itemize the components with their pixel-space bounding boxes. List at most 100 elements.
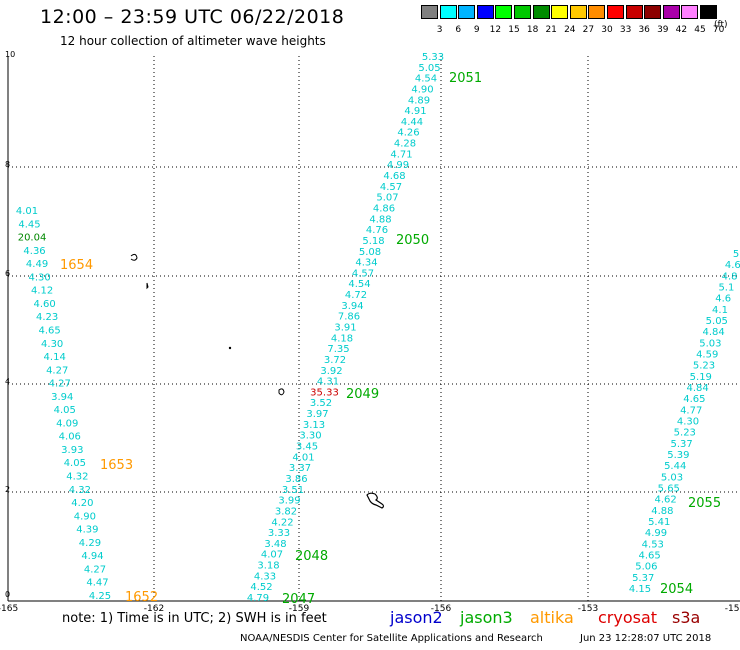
legend-swatch — [607, 5, 624, 19]
wave-height-value: 5.03 — [661, 472, 683, 483]
x-axis-tick-label: -159 — [289, 604, 310, 614]
wave-height-value: 4.60 — [33, 299, 55, 310]
wave-height-value: 3.33 — [268, 528, 290, 539]
satellite-cryosat: cryosat — [598, 608, 658, 627]
legend-tick-label: 9 — [473, 25, 480, 35]
legend-swatch — [662, 5, 680, 19]
wave-height-value: 4.6 — [725, 260, 740, 271]
legend-swatch — [588, 5, 606, 19]
pass-label-2047: 2047 — [282, 592, 315, 607]
wave-height-value: 3.45 — [296, 442, 318, 453]
wave-height-value: 4.65 — [39, 325, 61, 336]
legend-tick-label: 27 — [582, 25, 595, 35]
legend-tick-label: 3 — [436, 25, 443, 35]
wave-height-value: 4.25 — [89, 591, 111, 602]
wave-height-value: 5.05 — [418, 63, 440, 74]
wave-height-value: 5.06 — [635, 562, 657, 573]
wave-height-value: 3.97 — [306, 409, 328, 420]
wave-height-value: 4.27 — [49, 379, 71, 390]
wave-height-value: 4.27 — [46, 365, 68, 376]
wave-height-value: 4.71 — [390, 149, 412, 160]
wave-height-value: 4.20 — [71, 498, 93, 509]
wave-height-value: 5.08 — [359, 247, 381, 258]
pass-label-2048: 2048 — [295, 549, 328, 564]
legend-tick-label: 30 — [601, 25, 613, 35]
wave-height-value: 4.15 — [629, 584, 651, 595]
wave-height-value: 4.05 — [64, 458, 86, 469]
legend-tick-label: 42 — [675, 25, 688, 35]
pass-label-1652: 1652 — [125, 590, 158, 605]
x-axis-tick-label: -165 — [0, 604, 18, 614]
wave-height-value: 4.90 — [74, 511, 96, 522]
wave-height-value: 5.41 — [648, 517, 670, 528]
satellite-jason3: jason3 — [460, 608, 513, 627]
wave-height-value: 4.27 — [84, 564, 106, 575]
wave-height-value: 5.19 — [690, 372, 712, 383]
wave-height-value: 4.34 — [355, 258, 377, 269]
wave-height-value: 5 — [733, 249, 739, 260]
wave-height-value: 4.84 — [702, 327, 724, 338]
y-axis-tick-label: 0 — [5, 590, 10, 599]
legend-swatch — [681, 5, 699, 19]
wave-height-value: 5.37 — [632, 573, 654, 584]
wave-height-value: 5.44 — [664, 461, 686, 472]
wave-height-value: 4.05 — [54, 405, 76, 416]
wave-height-value: 5.1 — [718, 283, 734, 294]
wave-height-value: 4.23 — [36, 312, 58, 323]
wave-height-value: 3.92 — [320, 366, 342, 377]
wave-height-value: 4.65 — [638, 551, 660, 562]
wave-height-value: 4.57 — [352, 268, 374, 279]
wave-height-value: 3.13 — [303, 420, 325, 431]
legend-tick-label: 6 — [455, 25, 462, 35]
wave-height-value: 4.36 — [23, 246, 45, 257]
wave-height-value: 4.44 — [401, 117, 423, 128]
pass-label-1654: 1654 — [60, 258, 93, 273]
y-axis-tick-label: 2 — [5, 485, 10, 494]
legend-swatch — [514, 5, 531, 19]
island-outline — [146, 282, 149, 290]
wave-height-value: 5.23 — [693, 361, 715, 372]
wave-height-value: 4.88 — [369, 214, 391, 225]
satellite-s3a: s3a — [672, 608, 701, 627]
wave-height-value: 4.90 — [411, 84, 433, 95]
y-axis-tick-label: 6 — [5, 269, 10, 278]
wave-height-value: 4.68 — [383, 171, 405, 182]
wave-height-value: 4.76 — [366, 225, 388, 236]
wave-height-value: 5.37 — [670, 439, 692, 450]
wave-height-value: 5.18 — [362, 236, 384, 247]
wave-height-value: 4.33 — [254, 571, 276, 582]
wave-height-value: 3.86 — [285, 474, 307, 485]
map-title: 12:00 – 23:59 UTC 06/22/2018 — [40, 6, 345, 28]
legend-swatch — [476, 5, 494, 19]
wave-height-value: 3.94 — [341, 301, 363, 312]
wave-height-value: 4.32 — [69, 485, 91, 496]
wave-height-value: 4.77 — [680, 405, 702, 416]
wave-height-value: 5.39 — [667, 450, 689, 461]
wave-height-value: 7.35 — [327, 344, 349, 355]
island-outline — [278, 388, 285, 396]
wave-height-value: 4.06 — [59, 432, 81, 443]
legend-swatch — [458, 5, 476, 19]
wave-height-value: 3.18 — [257, 561, 279, 572]
wave-height-value: 4.91 — [404, 106, 426, 117]
wave-height-value: 4.6 — [715, 294, 731, 305]
wave-height-value: 3.94 — [51, 392, 73, 403]
wave-height-value: 4.47 — [86, 578, 108, 589]
legend-swatch — [551, 5, 569, 19]
wave-height-value: 4.01 — [16, 206, 38, 217]
wave-height-value: 4.54 — [348, 279, 370, 290]
wave-height-value: 4.59 — [696, 350, 718, 361]
wave-height-value: 3.48 — [264, 539, 286, 550]
footer-timestamp: Jun 23 12:28:07 UTC 2018 — [580, 633, 712, 644]
wave-height-value: 4.54 — [415, 74, 437, 85]
pass-label-1653: 1653 — [100, 458, 133, 473]
wave-height-value: 5.33 — [422, 52, 444, 63]
wave-height-value: 4.94 — [81, 551, 103, 562]
wave-height-value: 4.01 — [292, 452, 314, 463]
wave-height-value: 3.72 — [324, 355, 346, 366]
wave-height-value: 5.07 — [376, 193, 398, 204]
legend-tick-label: 12 — [489, 25, 502, 35]
pass-label-2055: 2055 — [688, 496, 721, 511]
wave-height-value: 3.93 — [61, 445, 83, 456]
